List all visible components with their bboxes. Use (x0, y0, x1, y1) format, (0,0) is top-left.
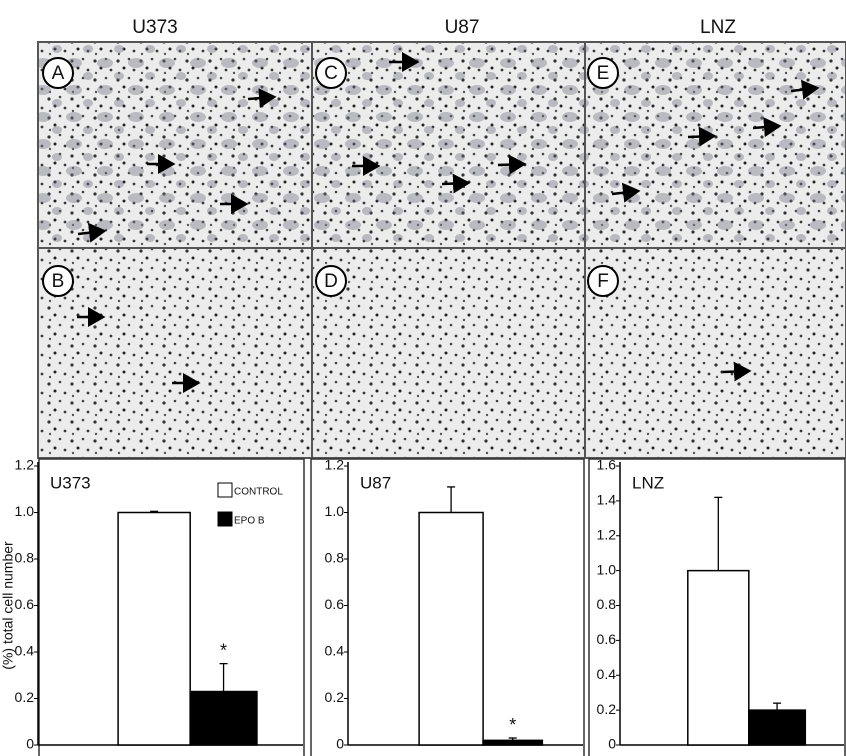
y-tick-label: 1.0 (15, 503, 35, 519)
arrow (77, 222, 107, 243)
letter-circle (315, 57, 347, 89)
y-tick-label: 0.2 (325, 689, 345, 705)
micrograph (584, 247, 846, 459)
y-tick-label: 0 (336, 736, 344, 752)
micrograph-overlay (37, 41, 313, 249)
micrograph-overlay (311, 41, 586, 249)
letter-circle (42, 57, 74, 89)
y-tick-label: 1.0 (325, 503, 345, 519)
arrow (687, 126, 717, 147)
arrow (441, 173, 471, 194)
y-tick-label: 1.2 (597, 526, 617, 542)
y-tick-label: 0.6 (325, 596, 345, 612)
legend-label: CONTROL (234, 487, 283, 498)
letter-circle (315, 265, 347, 297)
bar (418, 511, 484, 746)
y-tick-label: 0 (608, 736, 616, 752)
bar (117, 511, 191, 746)
legend-swatch (217, 482, 233, 498)
panel-letters: A B C D E F (42, 57, 619, 297)
y-tick-label: 0.4 (597, 666, 617, 682)
chart-title: U87 (360, 473, 391, 492)
legend-swatch (217, 511, 233, 527)
chart-title: U373 (50, 473, 91, 492)
y-tick-label: 1.2 (15, 457, 35, 473)
y-tick-label: 0.8 (597, 596, 617, 612)
y-axis-label: (%) total cell number (0, 541, 16, 670)
legend-label: EPO B (234, 516, 265, 527)
letter-circle (42, 265, 74, 297)
y-tick-label: 1.6 (597, 457, 617, 473)
panel-letter: F (597, 271, 609, 292)
letter-circle (587, 57, 619, 89)
panel-letter: E (597, 63, 610, 84)
column-title: U87 (445, 17, 480, 38)
arrow (752, 117, 782, 138)
arrow (611, 182, 641, 203)
y-tick-label: 0.8 (325, 550, 345, 566)
column-title: U373 (132, 17, 177, 38)
panel-letter: C (324, 63, 338, 84)
arrow (497, 154, 527, 175)
micrograph (311, 247, 586, 459)
y-tick-label: 0.2 (15, 689, 35, 705)
bar (687, 569, 750, 746)
y-tick-label: 0.6 (15, 596, 35, 612)
y-tick-label: 0 (26, 736, 34, 752)
y-tick-label: 1.4 (597, 492, 617, 508)
y-tick-label: 1.0 (597, 561, 617, 577)
bar (748, 709, 807, 746)
panel-letter: B (52, 271, 65, 292)
arrow (247, 88, 277, 109)
panel-letter: A (52, 63, 65, 84)
y-tick-label: 0.2 (597, 701, 617, 717)
bar (189, 690, 258, 746)
panel-letter: D (324, 271, 338, 292)
chart-title: LNZ (632, 473, 664, 492)
arrows (77, 52, 820, 393)
y-tick-label: 0.6 (597, 631, 617, 647)
micrographs (37, 41, 846, 459)
significance-mark: * (220, 640, 227, 660)
micrograph (37, 247, 313, 459)
y-tick-label: 0.4 (325, 643, 345, 659)
letter-circle (587, 265, 619, 297)
significance-mark: * (509, 715, 516, 735)
y-tick-label: 0.8 (15, 550, 35, 566)
bar (482, 739, 544, 746)
arrow (790, 79, 820, 100)
arrow (722, 361, 752, 382)
column-title: LNZ (700, 17, 736, 38)
y-tick-label: 0.4 (15, 643, 35, 659)
micrograph-overlay (584, 41, 846, 249)
y-tick-label: 1.2 (325, 457, 345, 473)
